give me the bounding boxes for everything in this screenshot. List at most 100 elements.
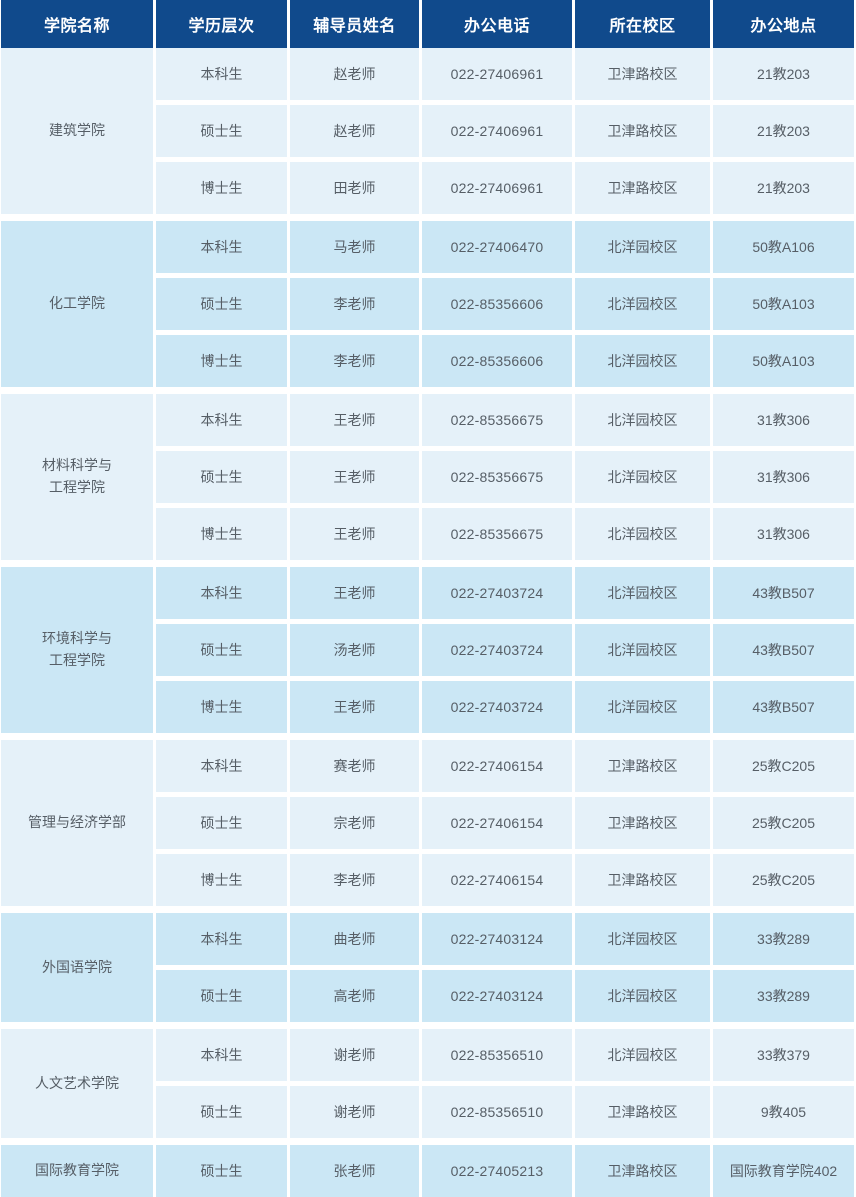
office-cell: 25教C205 — [713, 797, 854, 849]
table-row: 硕士生 高老师 022-27403124 北洋园校区 33教289 — [156, 970, 855, 1022]
phone-cell: 022-85356675 — [422, 394, 572, 446]
college-name-cell: 建筑学院 — [1, 48, 153, 214]
college-group-rows: 本科生 王老师 022-27403724 北洋园校区 43教B507 硕士生 汤老师 022-… — [156, 567, 855, 733]
campus-cell: 卫津路校区 — [575, 105, 710, 157]
college-group-rows: 本科生 赵老师 022-27406961 卫津路校区 21教203 硕士生 赵老师 022-2… — [156, 48, 855, 214]
office-cell: 9教405 — [713, 1086, 854, 1138]
column-header-phone: 办公电话 — [422, 0, 572, 48]
office-cell: 31教306 — [713, 451, 854, 503]
level-cell: 硕士生 — [156, 105, 287, 157]
phone-cell: 022-27405213 — [422, 1145, 572, 1197]
phone-cell: 022-27403724 — [422, 567, 572, 619]
table-row: 博士生 李老师 022-85356606 北洋园校区 50教A103 — [156, 335, 855, 387]
office-cell: 25教C205 — [713, 740, 854, 792]
column-header-college: 学院名称 — [1, 0, 153, 48]
level-cell: 本科生 — [156, 740, 287, 792]
campus-cell: 北洋园校区 — [575, 221, 710, 273]
campus-cell: 卫津路校区 — [575, 1145, 710, 1197]
phone-cell: 022-27403124 — [422, 913, 572, 965]
phone-cell: 022-27406961 — [422, 48, 572, 100]
college-name-cell: 人文艺术学院 — [1, 1029, 153, 1138]
counselor-cell: 王老师 — [290, 451, 419, 503]
table-row: 本科生 曲老师 022-27403124 北洋园校区 33教289 — [156, 913, 855, 965]
office-cell: 33教379 — [713, 1029, 854, 1081]
campus-cell: 卫津路校区 — [575, 1086, 710, 1138]
college-name-cell: 材料科学与 工程学院 — [1, 394, 153, 560]
level-cell: 硕士生 — [156, 624, 287, 676]
level-cell: 博士生 — [156, 681, 287, 733]
college-group: 外国语学院 本科生 曲老师 022-27403124 北洋园校区 33教289 硕士生 高老师… — [0, 913, 856, 1022]
level-cell: 本科生 — [156, 1029, 287, 1081]
phone-cell: 022-27406961 — [422, 105, 572, 157]
table-row: 本科生 赛老师 022-27406154 卫津路校区 25教C205 — [156, 740, 855, 792]
counselor-cell: 汤老师 — [290, 624, 419, 676]
level-cell: 博士生 — [156, 508, 287, 560]
college-group-rows: 本科生 谢老师 022-85356510 北洋园校区 33教379 硕士生 谢老师 022-8… — [156, 1029, 855, 1138]
campus-cell: 北洋园校区 — [575, 508, 710, 560]
table-row: 本科生 马老师 022-27406470 北洋园校区 50教A106 — [156, 221, 855, 273]
phone-cell: 022-27406154 — [422, 854, 572, 906]
level-cell: 博士生 — [156, 162, 287, 214]
counselor-cell: 曲老师 — [290, 913, 419, 965]
level-cell: 博士生 — [156, 854, 287, 906]
phone-cell: 022-27406961 — [422, 162, 572, 214]
counselor-cell: 赛老师 — [290, 740, 419, 792]
level-cell: 硕士生 — [156, 797, 287, 849]
office-cell: 50教A106 — [713, 221, 854, 273]
college-group: 管理与经济学部 本科生 赛老师 022-27406154 卫津路校区 25教C205 硕士生… — [0, 740, 856, 906]
college-group: 建筑学院 本科生 赵老师 022-27406961 卫津路校区 21教203 硕士生 赵老师 0… — [0, 48, 856, 214]
counselor-cell: 王老师 — [290, 681, 419, 733]
college-group: 国际教育学院 硕士生 张老师 022-27405213 卫津路校区 国际教育学院402 — [0, 1145, 856, 1197]
phone-cell: 022-27406154 — [422, 740, 572, 792]
counselor-cell: 赵老师 — [290, 48, 419, 100]
office-cell: 31教306 — [713, 508, 854, 560]
counselor-cell: 李老师 — [290, 335, 419, 387]
college-name-cell: 环境科学与 工程学院 — [1, 567, 153, 733]
campus-cell: 卫津路校区 — [575, 162, 710, 214]
office-cell: 21教203 — [713, 48, 854, 100]
office-cell: 21教203 — [713, 162, 854, 214]
table-row: 硕士生 张老师 022-27405213 卫津路校区 国际教育学院402 — [156, 1145, 855, 1197]
table-row: 本科生 王老师 022-27403724 北洋园校区 43教B507 — [156, 567, 855, 619]
column-header-campus: 所在校区 — [575, 0, 710, 48]
office-cell: 43教B507 — [713, 567, 854, 619]
phone-cell: 022-85356675 — [422, 508, 572, 560]
college-group-rows: 本科生 赛老师 022-27406154 卫津路校区 25教C205 硕士生 宗老师 022-… — [156, 740, 855, 906]
campus-cell: 卫津路校区 — [575, 740, 710, 792]
counselor-cell: 谢老师 — [290, 1029, 419, 1081]
counselor-cell: 田老师 — [290, 162, 419, 214]
office-cell: 33教289 — [713, 913, 854, 965]
campus-cell: 北洋园校区 — [575, 1029, 710, 1081]
level-cell: 硕士生 — [156, 278, 287, 330]
table-row: 硕士生 宗老师 022-27406154 卫津路校区 25教C205 — [156, 797, 855, 849]
college-group-rows: 本科生 王老师 022-85356675 北洋园校区 31教306 硕士生 王老师 022-8… — [156, 394, 855, 560]
office-cell: 21教203 — [713, 105, 854, 157]
campus-cell: 北洋园校区 — [575, 913, 710, 965]
table-row: 本科生 赵老师 022-27406961 卫津路校区 21教203 — [156, 48, 855, 100]
table-row: 硕士生 汤老师 022-27403724 北洋园校区 43教B507 — [156, 624, 855, 676]
level-cell: 本科生 — [156, 48, 287, 100]
counselor-cell: 赵老师 — [290, 105, 419, 157]
level-cell: 硕士生 — [156, 970, 287, 1022]
table-row: 硕士生 赵老师 022-27406961 卫津路校区 21教203 — [156, 105, 855, 157]
office-cell: 25教C205 — [713, 854, 854, 906]
counselor-cell: 张老师 — [290, 1145, 419, 1197]
college-group: 人文艺术学院 本科生 谢老师 022-85356510 北洋园校区 33教379 硕士生 谢老… — [0, 1029, 856, 1138]
table-row: 博士生 田老师 022-27406961 卫津路校区 21教203 — [156, 162, 855, 214]
table-row: 本科生 谢老师 022-85356510 北洋园校区 33教379 — [156, 1029, 855, 1081]
level-cell: 博士生 — [156, 335, 287, 387]
table-row: 博士生 王老师 022-85356675 北洋园校区 31教306 — [156, 508, 855, 560]
office-cell: 50教A103 — [713, 335, 854, 387]
phone-cell: 022-27406154 — [422, 797, 572, 849]
college-group: 环境科学与 工程学院 本科生 王老师 022-27403724 北洋园校区 43教B507… — [0, 567, 856, 733]
column-header-counselor: 辅导员姓名 — [290, 0, 419, 48]
column-header-level: 学历层次 — [156, 0, 287, 48]
college-name-cell: 外国语学院 — [1, 913, 153, 1022]
phone-cell: 022-85356606 — [422, 335, 572, 387]
college-group: 化工学院 本科生 马老师 022-27406470 北洋园校区 50教A106 硕士生 李老师… — [0, 221, 856, 387]
campus-cell: 北洋园校区 — [575, 335, 710, 387]
campus-cell: 北洋园校区 — [575, 278, 710, 330]
counselor-cell: 马老师 — [290, 221, 419, 273]
counselor-cell: 李老师 — [290, 854, 419, 906]
office-cell: 43教B507 — [713, 624, 854, 676]
